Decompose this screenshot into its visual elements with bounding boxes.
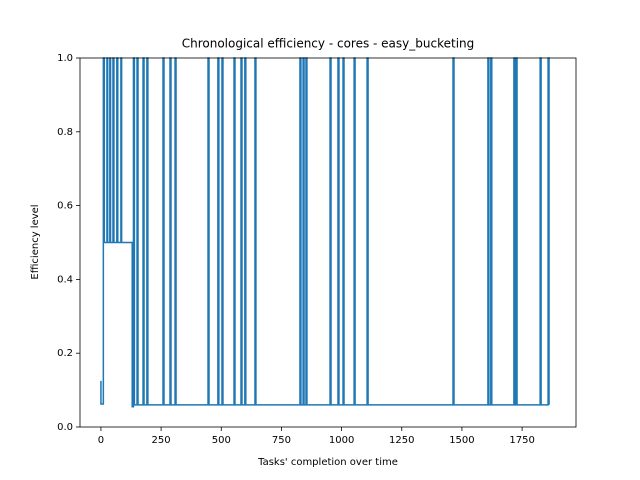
- x-tick-label: 1500: [449, 435, 474, 446]
- y-tick-label: 0.8: [57, 127, 73, 138]
- y-axis-label: Efficiency level: [30, 204, 41, 279]
- plot-frame: [79, 57, 577, 428]
- x-tick-label: 1750: [509, 435, 534, 446]
- x-tick-label: 750: [272, 435, 291, 446]
- x-tick-label: 1000: [329, 435, 354, 446]
- x-tick-label: 1250: [389, 435, 414, 446]
- y-tick-label: 0.6: [57, 201, 73, 212]
- y-tick-label: 0.0: [57, 422, 73, 433]
- x-tick-label: 250: [152, 435, 171, 446]
- x-tick-label: 0: [98, 435, 104, 446]
- y-tick-label: 0.4: [57, 274, 73, 285]
- y-tick-label: 0.2: [57, 348, 73, 359]
- x-tick-label: 500: [212, 435, 231, 446]
- y-tick-label: 1.0: [57, 53, 73, 64]
- chart-title: Chronological efficiency - cores - easy_…: [182, 37, 475, 51]
- x-axis-label: Tasks' completion over time: [257, 457, 398, 468]
